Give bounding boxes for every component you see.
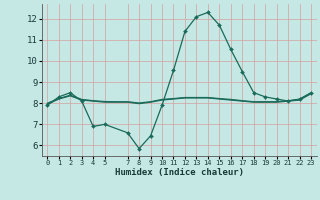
X-axis label: Humidex (Indice chaleur): Humidex (Indice chaleur) <box>115 168 244 177</box>
